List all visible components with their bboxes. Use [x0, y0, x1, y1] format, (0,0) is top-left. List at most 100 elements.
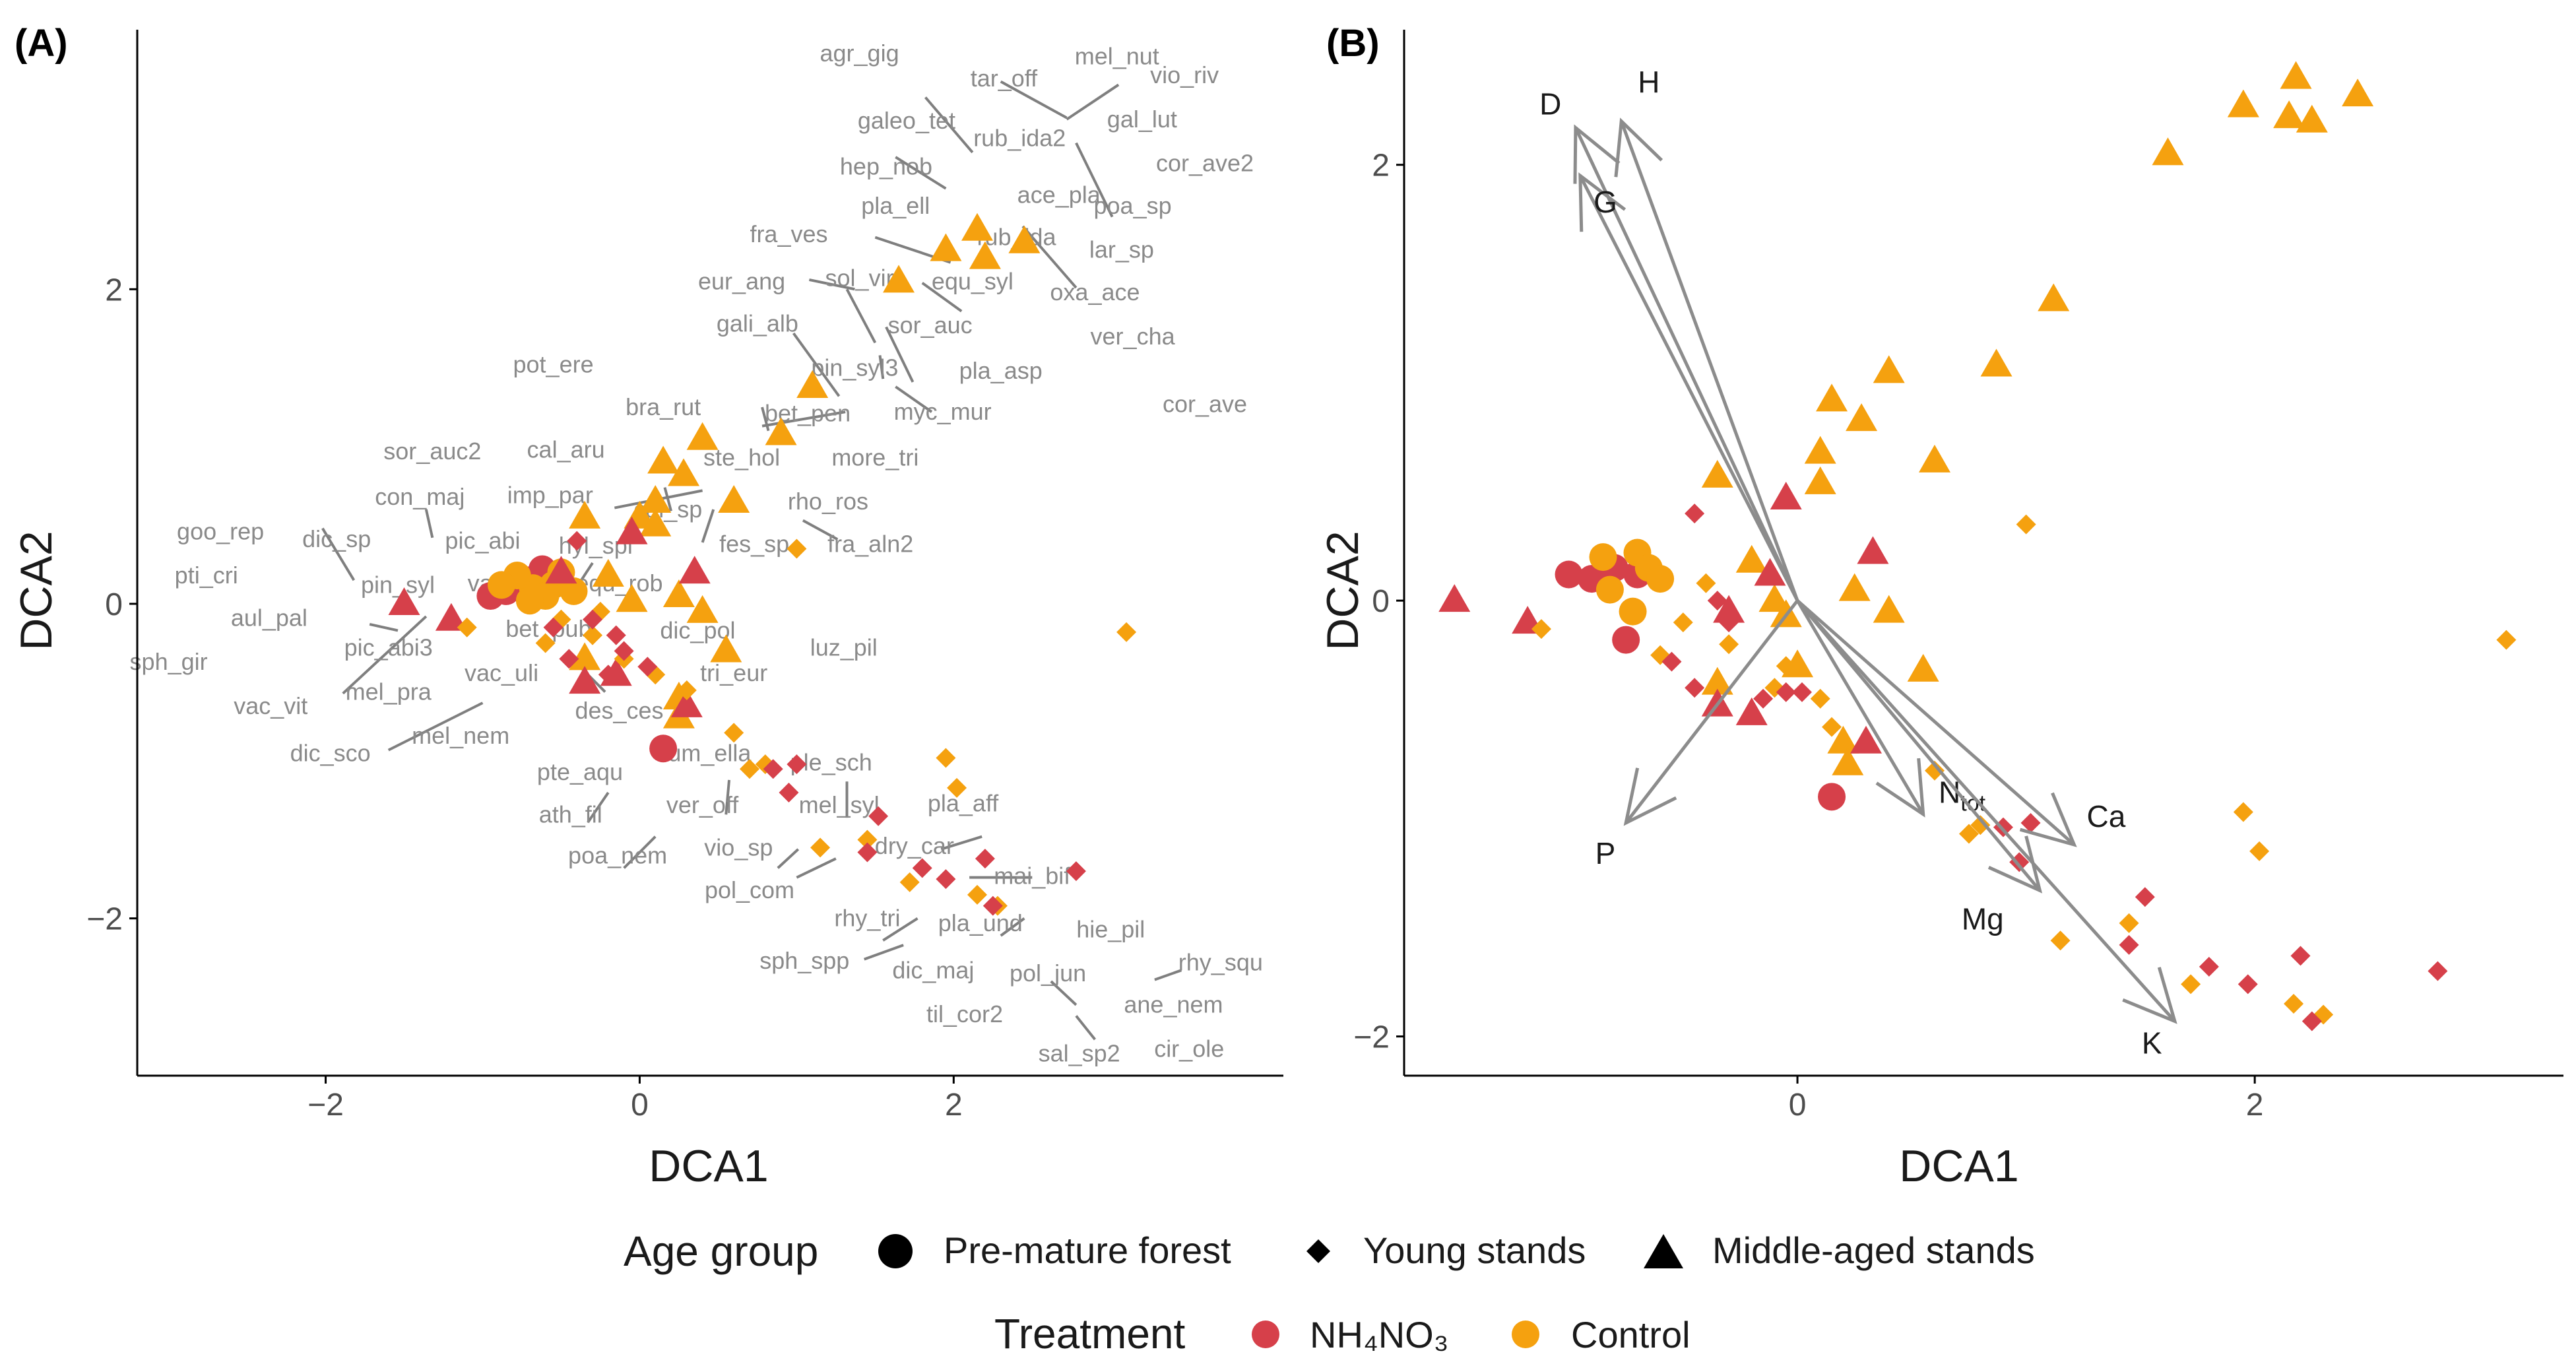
- species-label-dry-car: dry_car: [875, 832, 954, 859]
- species-label-pic-abi3: pic_abi3: [344, 634, 433, 661]
- panel-a-point-35: [883, 265, 915, 293]
- panel-b-point-46: [2496, 630, 2517, 650]
- panel-a-leader-line-0: [1000, 80, 1068, 119]
- species-label-imp-par: imp_par: [507, 482, 593, 509]
- panel-b-point-43: [1754, 558, 1786, 586]
- panel-b-point-69: [2302, 1011, 2322, 1031]
- panel-b-point-40: [1857, 536, 1889, 564]
- panel-b-point-73: [2135, 887, 2155, 907]
- panel-a-point-43: [545, 556, 577, 584]
- species-label-hyl-spl: hyl_spl: [559, 532, 633, 559]
- legend-age-item-2: Middle-aged stands: [1712, 1229, 2035, 1271]
- legend-control-key: [1512, 1321, 1539, 1348]
- panel-b-point-82: [1685, 678, 1705, 698]
- env-vector-n-tot: [1795, 599, 1925, 816]
- panel-a-leader-line-7: [808, 278, 855, 291]
- species-label-equ-syl: equ_syl: [932, 267, 1014, 294]
- species-label-luz-pil: luz_pil: [810, 634, 878, 661]
- panel-b-point-67: [2428, 961, 2448, 981]
- panel-a-point-25: [686, 595, 719, 623]
- species-label-dic-sco: dic_sco: [290, 739, 371, 766]
- panel-a-point-71: [779, 782, 799, 802]
- species-label-sph-gir: sph_gir: [130, 648, 208, 675]
- species-label-pot-ere: pot_ere: [513, 351, 594, 378]
- species-label-pla-asp: pla_asp: [959, 357, 1043, 384]
- env-vector-label-d: D: [1539, 86, 1561, 121]
- panel-a-leader-line-3: [1075, 142, 1114, 218]
- species-label-pol-jun: pol_jun: [1010, 960, 1086, 987]
- panel-a-point-48: [724, 723, 744, 743]
- env-vector-k: [1796, 599, 2176, 1023]
- panel-b-point-51: [1970, 815, 1991, 835]
- panel-b-axes: 0 2 −2 0 2: [1353, 30, 2563, 1123]
- env-vector-arrowhead-g: [1578, 172, 1626, 232]
- panel-a-point-69: [857, 842, 878, 863]
- species-label-bra-rut: bra_rut: [626, 393, 701, 420]
- panel-b-point-55: [2284, 994, 2304, 1014]
- species-label-cor-ave: cor_ave: [1163, 390, 1247, 417]
- panel-a-points: [388, 212, 1137, 916]
- species-label-rhy-tri: rhy_tri: [834, 905, 900, 932]
- panel-a: (A) agr_gig mel_nut tar_off vio_riv galeo_te…: [11, 22, 1283, 1191]
- env-vector-ca: [1796, 599, 2076, 846]
- panel-a-point-44: [1116, 622, 1137, 642]
- env-vector-arrowhead-k: [2122, 967, 2177, 1024]
- panel-b-point-11: [1619, 597, 1647, 626]
- panel-b-point-54: [2181, 974, 2201, 995]
- panel-b-point-15: [2273, 100, 2305, 129]
- panel-a-point-23: [592, 559, 624, 587]
- panel-a-point-56: [583, 625, 603, 645]
- species-label-pla-und: pla_und: [938, 909, 1023, 936]
- env-vector-d: [1574, 127, 1799, 602]
- species-label-more-tri: more_tri: [831, 443, 918, 471]
- panel-a-leader-line-5: [1021, 225, 1078, 289]
- env-vector-mg: [1796, 599, 2042, 892]
- species-label-ath-fil: ath_fil: [539, 800, 602, 828]
- panel-b-point-58: [1719, 634, 1739, 655]
- panel-a-point-63: [739, 759, 759, 779]
- panel-b-point-16: [2296, 104, 2328, 133]
- panel-a-leader-line-32: [796, 857, 837, 879]
- panel-a-point-16: [647, 445, 680, 474]
- species-label-cor-ave2: cor_ave2: [1156, 150, 1254, 177]
- panel-b-point-26: [1804, 466, 1836, 494]
- panel-b-point-72: [2119, 934, 2139, 955]
- panel-b-point-53: [2119, 913, 2139, 933]
- panel-a-point-30: [569, 642, 601, 670]
- legend-nh4no3-key: [1252, 1321, 1279, 1348]
- species-label-gali-alb: gali_alb: [717, 310, 798, 337]
- env-vector-p: [1625, 599, 1799, 824]
- panel-b-point-83: [1791, 682, 1812, 702]
- panel-a-point-24: [662, 579, 695, 608]
- panel-a-point-78: [606, 625, 626, 645]
- panel-a-leader-line-11: [792, 332, 841, 397]
- panel-a-point-39: [678, 556, 711, 584]
- panel-a-point-13: [796, 370, 829, 399]
- panel-a-point-19: [639, 485, 672, 513]
- env-vector-arrowhead-ca: [2019, 792, 2077, 847]
- panel-a-label: (A): [15, 22, 68, 65]
- panel-b-point-22: [1846, 403, 1878, 432]
- panel-b-point-20: [1873, 355, 1905, 383]
- panel-a-leader-line-19: [663, 487, 672, 511]
- panel-b-point-23: [1918, 444, 1950, 473]
- panel-a-point-74: [567, 531, 587, 551]
- species-label-lar-sp: lar_sp: [1089, 236, 1154, 263]
- panel-b-point-79: [1753, 688, 1774, 709]
- species-label-agr-gig: agr_gig: [820, 40, 899, 67]
- species-label-aul-pal: aul_pal: [231, 604, 307, 631]
- env-vector-arrowhead-p: [1623, 767, 1677, 826]
- panel-a-leader-line-39: [1075, 1015, 1097, 1041]
- panel-b-label: (B): [1326, 22, 1380, 65]
- panel-b-point-80: [1776, 682, 1796, 702]
- panel-a-y-tick-label-2: 2: [105, 273, 123, 308]
- species-label-mel-nem: mel_nem: [412, 722, 509, 749]
- panel-b-point-70: [2238, 974, 2258, 995]
- panel-a-point-41: [670, 689, 703, 717]
- panel-a-leader-line-38: [1050, 980, 1078, 1006]
- species-label-pic-abi: pic_abi: [445, 527, 520, 554]
- species-label-fra-aln2: fra_aln2: [827, 530, 913, 557]
- panel-a-point-34: [969, 241, 1001, 269]
- env-vector-label-g: G: [1594, 185, 1617, 219]
- species-label-rub-ida2: rub_ida2: [973, 124, 1066, 151]
